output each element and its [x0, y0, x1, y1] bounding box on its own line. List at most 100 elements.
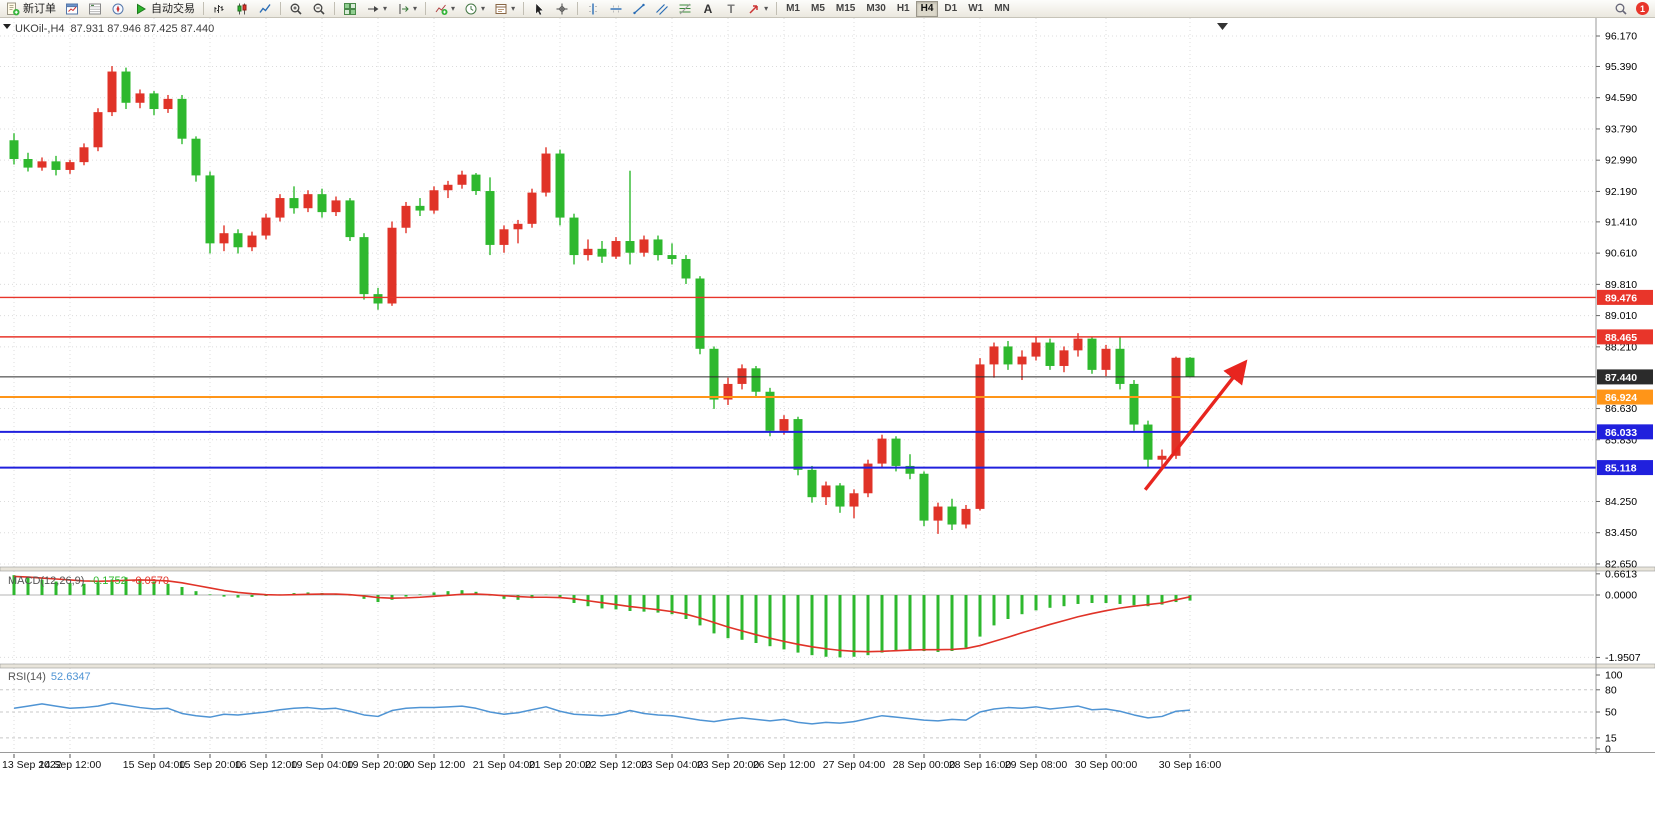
trendline-button[interactable]	[628, 1, 650, 17]
search-button[interactable]	[1610, 1, 1632, 17]
channel-button[interactable]	[651, 1, 673, 17]
candle-body	[275, 198, 285, 218]
chart-canvas[interactable]: UKOil-,H4 87.931 87.946 87.425 87.440 MACD…	[0, 18, 1655, 821]
chart-shift-marker[interactable]	[1217, 23, 1228, 30]
candle-body	[1129, 383, 1139, 425]
candle-body	[961, 508, 971, 525]
chart-shift-button[interactable]: ▾	[392, 1, 421, 17]
candle-body	[975, 364, 985, 509]
price-tick-label: 89.010	[1605, 310, 1637, 322]
new-order-button[interactable]: 新订单	[2, 1, 60, 17]
candle-body	[905, 465, 915, 474]
arrows-icon	[747, 2, 761, 16]
time-axis-label: 19 Sep 04:00	[291, 759, 354, 771]
crosshair-button[interactable]	[551, 1, 573, 17]
candle-body	[1087, 338, 1097, 370]
auto-scroll-button[interactable]: ▾	[362, 1, 391, 17]
timeframe-m15-button[interactable]: M15	[831, 1, 860, 17]
macd-panel: MACD(12,26,9) -0.1752 -0.0570	[0, 575, 1594, 658]
rsi-scale-label: 100	[1605, 670, 1623, 682]
cursor-button[interactable]	[528, 1, 550, 17]
price-level-badge-label: 85.118	[1605, 463, 1637, 475]
candle-body	[317, 194, 327, 213]
toolbar-separator	[203, 2, 204, 15]
indicators-button[interactable]: ▾	[430, 1, 459, 17]
market-watch-button[interactable]	[84, 1, 106, 17]
toolbar-separator	[334, 2, 335, 15]
timeframe-m5-button[interactable]: M5	[806, 1, 830, 17]
panel-splitter[interactable]	[0, 566, 1655, 572]
chart-title: UKOil-,H4 87.931 87.946 87.425 87.440	[15, 23, 214, 35]
candlestick-button[interactable]	[231, 1, 253, 17]
chart-area: UKOil-,H4 87.931 87.946 87.425 87.440 MACD…	[0, 18, 1655, 821]
price-tick-label: 86.630	[1605, 403, 1637, 415]
time-axis-label: 29 Sep 08:00	[1005, 759, 1068, 771]
timeframe-w1-button[interactable]: W1	[963, 1, 988, 17]
trendline-icon	[632, 2, 646, 16]
candle-body	[1059, 350, 1069, 366]
zoom-out-button[interactable]	[308, 1, 330, 17]
templates-button[interactable]: ▾	[490, 1, 519, 17]
new-order-icon	[6, 2, 20, 16]
zoom-in-button[interactable]	[285, 1, 307, 17]
price-tick-label: 83.450	[1605, 527, 1637, 539]
chart-shift-icon	[396, 2, 410, 16]
candle-body	[457, 174, 467, 185]
candle-body	[1171, 357, 1181, 456]
candle-body	[471, 174, 481, 192]
rsi-label: RSI(14) 52.6347	[8, 671, 91, 683]
auto-trading-button-label: 自动交易	[151, 2, 195, 15]
vertical-line-button[interactable]	[582, 1, 604, 17]
notification-badge[interactable]: 1	[1636, 2, 1649, 15]
label-button[interactable]: T	[720, 1, 742, 17]
price-axis[interactable]: 96.170 95.390 94.590 93.790 92.990 92.190 91.4…	[1595, 18, 1653, 756]
autotrade-icon	[134, 2, 148, 16]
navigator-button[interactable]	[107, 1, 129, 17]
timeframe-m1-button[interactable]: M1	[781, 1, 805, 17]
rsi-scale-label: 0	[1605, 744, 1611, 756]
price-level-badge-label: 87.440	[1605, 372, 1637, 384]
timeframe-mn-button[interactable]: MN	[989, 1, 1015, 17]
periods-button[interactable]: ▾	[460, 1, 489, 17]
candle-body	[667, 255, 677, 259]
candle-body	[373, 294, 383, 304]
price-tick-label: 96.170	[1605, 31, 1637, 43]
chart-window-button[interactable]	[61, 1, 83, 17]
time-axis-label: 21 Sep 20:00	[529, 759, 592, 771]
trend-arrow-annotation[interactable]	[1143, 359, 1248, 491]
candle-body	[205, 175, 215, 244]
price-tick-label: 95.390	[1605, 61, 1637, 73]
horizontal-line-button[interactable]	[605, 1, 627, 17]
candle-body	[93, 112, 103, 148]
timeframe-d1-button[interactable]: D1	[939, 1, 962, 17]
time-axis-label: 23 Sep 04:00	[641, 759, 704, 771]
arrows-button[interactable]: ▾	[743, 1, 772, 17]
auto-trading-button[interactable]: 自动交易	[130, 1, 199, 17]
candle-body	[1017, 356, 1027, 365]
macd-name: MACD(12,26,9)	[8, 575, 84, 587]
text-button[interactable]: A	[697, 1, 719, 17]
candle-body	[1185, 357, 1195, 377]
candle-body	[1045, 342, 1055, 366]
cursor-icon	[532, 2, 546, 16]
fibonacci-button[interactable]	[674, 1, 696, 17]
price-tick-label: 92.190	[1605, 186, 1637, 198]
tile-windows-button[interactable]	[339, 1, 361, 17]
timeframe-h4-button[interactable]: H4	[915, 0, 939, 17]
price-level-badge-label: 86.033	[1605, 427, 1637, 439]
candle-body	[1003, 346, 1013, 365]
macd-scale-label: 0.0000	[1605, 590, 1637, 602]
timeframe-m30-button[interactable]: M30	[861, 1, 890, 17]
timeframe-h1-button[interactable]: H1	[892, 1, 915, 17]
time-axis-label: 15 Sep 04:00	[123, 759, 186, 771]
bar-chart-button[interactable]	[208, 1, 230, 17]
one-click-trading-icon[interactable]	[3, 24, 11, 29]
symbol-period-label: UKOil-,H4	[15, 23, 65, 35]
candle-body	[947, 506, 957, 525]
line-chart-button[interactable]	[254, 1, 276, 17]
time-axis-label: 20 Sep 12:00	[403, 759, 466, 771]
candle-body	[135, 93, 145, 103]
panel-splitter[interactable]	[0, 663, 1655, 669]
